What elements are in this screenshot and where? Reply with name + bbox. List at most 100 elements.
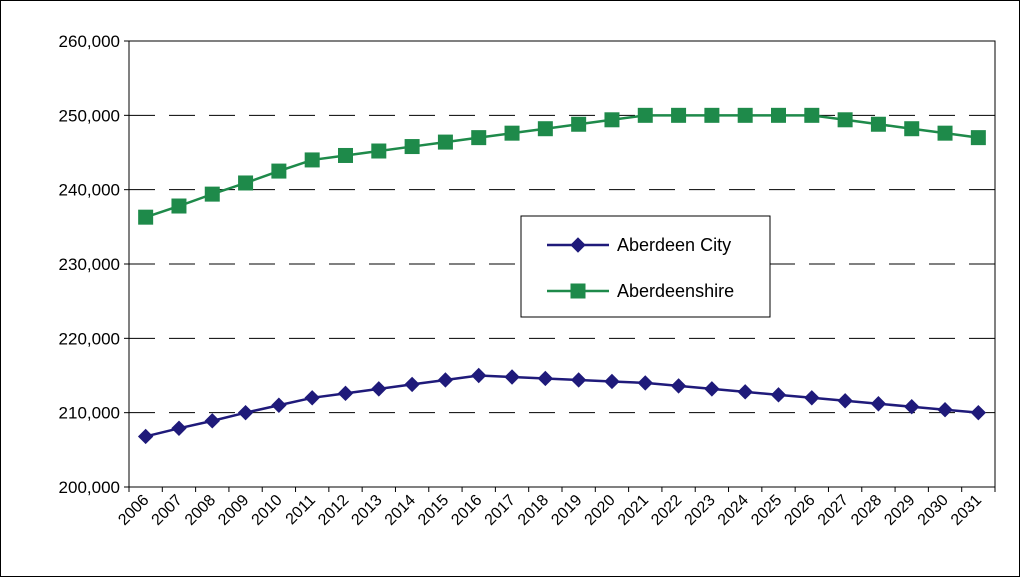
x-tick-label: 2017 xyxy=(482,492,519,529)
data-point xyxy=(238,175,254,191)
data-point xyxy=(970,404,987,421)
data-point xyxy=(837,393,853,409)
x-tick-label: 2018 xyxy=(515,492,552,529)
y-tick-label: 250,000 xyxy=(59,106,120,125)
data-point xyxy=(437,372,454,388)
data-point xyxy=(271,163,287,179)
series-0 xyxy=(137,367,987,445)
x-tick-label: 2006 xyxy=(115,492,152,529)
x-tick-label: 2015 xyxy=(415,492,452,529)
data-point xyxy=(704,107,720,123)
legend-marker xyxy=(570,237,586,253)
x-tick-label: 2024 xyxy=(715,492,752,529)
legend-entry: Aberdeen City xyxy=(547,235,731,255)
data-point xyxy=(904,399,920,415)
data-point xyxy=(504,125,520,141)
data-point xyxy=(771,107,786,123)
x-tick-label: 2031 xyxy=(948,492,985,529)
x-tick-label: 2007 xyxy=(149,492,186,529)
data-point xyxy=(637,375,653,391)
x-tick-label: 2023 xyxy=(682,492,719,529)
y-tick-label: 240,000 xyxy=(59,181,120,200)
data-point xyxy=(371,143,387,159)
data-point xyxy=(137,428,154,445)
data-point xyxy=(404,376,420,393)
x-tick-label: 2028 xyxy=(848,492,885,529)
x-tick-label: 2019 xyxy=(548,492,585,529)
legend-box xyxy=(520,215,771,318)
data-point xyxy=(570,372,587,388)
legend-marker xyxy=(570,283,586,299)
data-point xyxy=(537,370,554,387)
x-tick-label: 2013 xyxy=(348,492,385,529)
data-point xyxy=(737,107,753,123)
x-tick-label: 2027 xyxy=(815,492,852,529)
series-line xyxy=(145,114,979,219)
data-point xyxy=(637,107,653,123)
series-line xyxy=(145,374,979,438)
data-point xyxy=(304,390,320,406)
series-1 xyxy=(138,107,986,225)
data-point xyxy=(870,396,887,412)
data-point xyxy=(171,198,187,214)
data-point xyxy=(671,107,687,123)
data-point xyxy=(271,397,287,413)
data-point xyxy=(237,404,254,421)
x-tick-label: 2012 xyxy=(315,492,352,529)
data-point xyxy=(171,420,187,436)
x-tick-label: 2030 xyxy=(915,492,952,529)
data-point xyxy=(937,125,953,141)
data-point xyxy=(904,121,920,137)
data-point xyxy=(770,387,787,403)
x-tick-label: 2021 xyxy=(615,492,652,529)
data-point xyxy=(837,112,853,128)
data-point xyxy=(471,367,487,384)
series-layer xyxy=(137,107,987,445)
legend-entry: Aberdeenshire xyxy=(547,281,734,301)
data-point xyxy=(970,130,986,146)
data-point xyxy=(571,116,587,132)
x-tick-label: 2020 xyxy=(582,492,619,529)
data-point xyxy=(404,139,420,155)
data-point xyxy=(604,373,620,390)
data-point xyxy=(804,107,820,123)
x-tick-label: 2009 xyxy=(215,492,252,529)
y-tick-label: 260,000 xyxy=(59,32,120,51)
data-point xyxy=(437,134,453,150)
data-point xyxy=(870,116,886,132)
data-point xyxy=(704,381,720,397)
data-point xyxy=(670,378,687,394)
data-point xyxy=(204,186,220,202)
data-point xyxy=(471,130,487,146)
data-point xyxy=(304,152,320,168)
data-point xyxy=(338,147,353,163)
data-point xyxy=(737,384,753,400)
x-tick-label: 2010 xyxy=(249,492,286,529)
x-tick-label: 2008 xyxy=(182,492,219,529)
legend-label: Aberdeenshire xyxy=(617,281,734,301)
y-tick-label: 210,000 xyxy=(59,404,120,423)
legend: Aberdeen City Aberdeenshire xyxy=(520,215,771,318)
y-tick-label: 200,000 xyxy=(59,478,120,497)
legend-label: Aberdeen City xyxy=(617,235,731,255)
data-point xyxy=(804,390,820,406)
data-point xyxy=(537,121,553,137)
data-point xyxy=(937,401,953,418)
data-point xyxy=(504,369,520,385)
y-tick-label: 220,000 xyxy=(59,329,120,348)
data-point xyxy=(337,385,354,402)
x-tick-label: 2029 xyxy=(881,492,918,529)
data-point xyxy=(138,209,154,225)
x-tick-label: 2014 xyxy=(382,492,419,529)
y-tick-label: 230,000 xyxy=(59,255,120,274)
x-tick-label: 2022 xyxy=(648,492,685,529)
x-tick-label: 2016 xyxy=(448,492,485,529)
x-tick-label: 2025 xyxy=(748,492,785,529)
x-tick-label: 2026 xyxy=(781,492,818,529)
data-point xyxy=(371,381,387,397)
data-point xyxy=(204,413,220,429)
x-tick-label: 2011 xyxy=(283,492,319,528)
data-point xyxy=(604,112,620,128)
